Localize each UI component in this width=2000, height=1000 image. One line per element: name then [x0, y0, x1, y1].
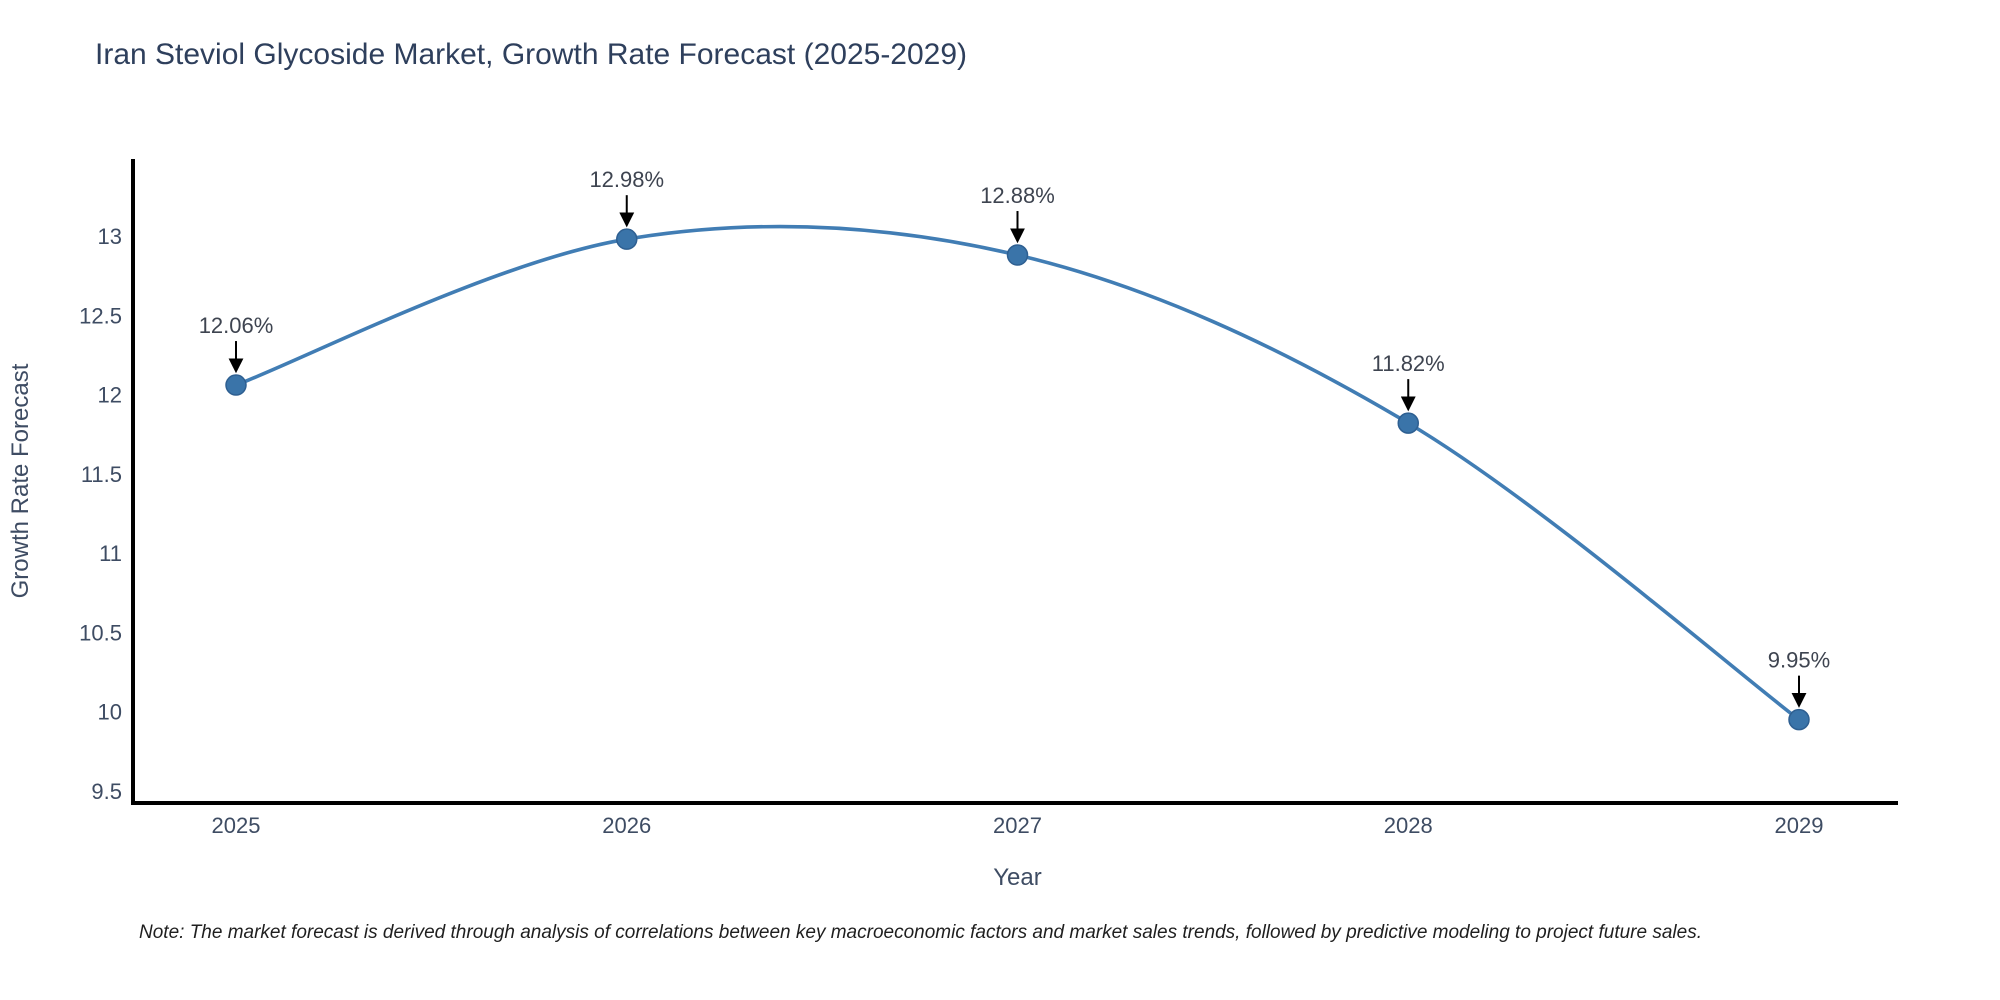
y-tick-label: 11.5 [81, 462, 122, 487]
data-point-marker [1788, 708, 1810, 731]
y-tick-label: 10.5 [79, 620, 122, 645]
axis-titles: Year Growth Rate Forecast [7, 363, 1042, 891]
point-annotation-label: 9.95% [1768, 648, 1830, 673]
axes [131, 159, 1898, 805]
axis-tick-labels: 9.5 10 10.5 11 11.5 12 12.5 13 2025 2026 2027 2028 2… [79, 224, 1823, 838]
point-annotation-label: 12.98% [589, 167, 664, 192]
data-point-marker [1006, 244, 1029, 266]
y-tick-label: 12 [98, 383, 122, 408]
x-tick-label: 2025 [212, 813, 261, 838]
axis-spines [131, 159, 1898, 805]
data-point-marker [225, 374, 247, 396]
y-tick-label: 12.5 [79, 303, 122, 328]
x-tick-label: 2026 [602, 813, 651, 838]
x-tick-label: 2028 [1384, 813, 1433, 838]
data-point-marker [1397, 412, 1419, 434]
x-tick-label: 2027 [993, 813, 1042, 838]
data-point-marker [616, 228, 638, 250]
point-annotations: 12.06% 12.98% 12.88% 11.82% 9.95% [199, 167, 1830, 708]
y-axis-title: Growth Rate Forecast [7, 363, 34, 598]
point-annotation-label: 11.82% [1372, 351, 1445, 376]
data-series [225, 224, 1810, 731]
x-tick-label: 2029 [1775, 813, 1824, 838]
point-annotation-label: 12.06% [199, 313, 274, 338]
point-annotation-label: 12.88% [980, 183, 1055, 208]
chart-title: Iran Steviol Glycoside Market, Growth Ra… [95, 38, 968, 71]
y-tick-label: 13 [98, 224, 122, 249]
y-tick-label: 10 [98, 700, 122, 725]
y-tick-label: 11 [99, 541, 122, 566]
x-axis-title: Year [993, 864, 1042, 891]
forecast-line [234, 224, 1801, 722]
footnote: Note: The market forecast is derived thr… [139, 922, 1702, 943]
y-tick-label: 9.5 [91, 779, 122, 804]
